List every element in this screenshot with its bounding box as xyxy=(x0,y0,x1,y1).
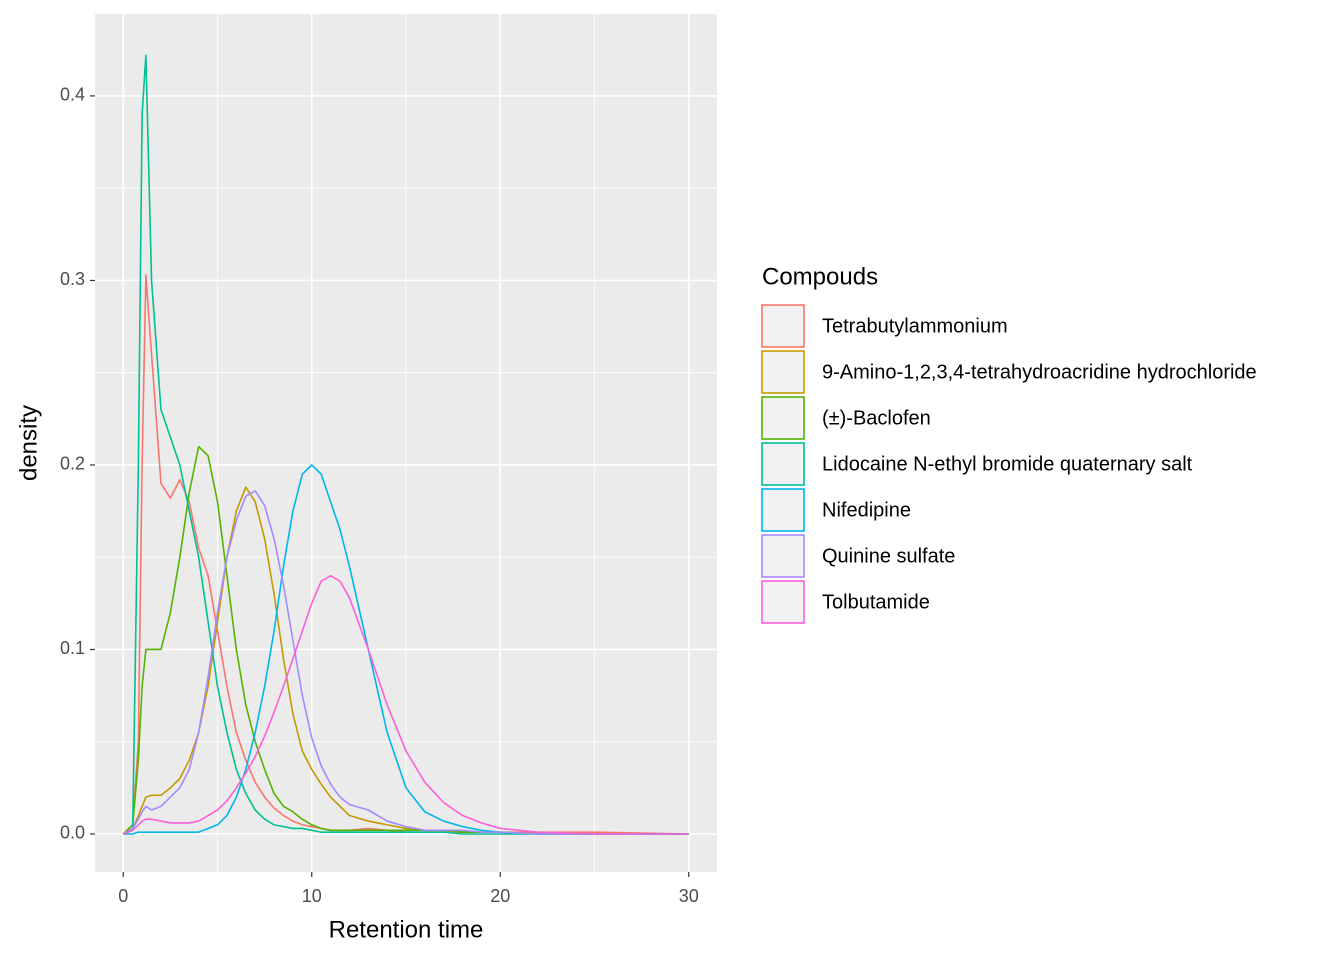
x-tick-label: 20 xyxy=(490,886,510,906)
legend-key xyxy=(761,442,805,486)
x-axis-title: Retention time xyxy=(329,916,484,943)
legend-label: Tolbutamide xyxy=(822,591,930,613)
legend-key xyxy=(761,304,805,348)
density-line xyxy=(123,464,689,835)
y-tick-label: 0.4 xyxy=(60,85,85,105)
lines xyxy=(122,54,689,835)
legend-label: Tetrabutylammonium xyxy=(822,315,1008,337)
legend-title: Compouds xyxy=(762,263,878,290)
y-tick-label: 0.2 xyxy=(60,454,85,474)
legend-label: Lidocaine N-ethyl bromide quaternary sal… xyxy=(822,453,1193,475)
density-line xyxy=(122,489,689,835)
y-axis-title: density xyxy=(15,405,42,481)
axes: 0 10 20 30 0.0 0.1 0.2 0.3 0.4 xyxy=(60,85,699,906)
legend-label: (±)-Baclofen xyxy=(822,407,931,429)
y-tick-label: 0.1 xyxy=(60,638,85,658)
legend-key xyxy=(761,396,805,440)
legend-key xyxy=(761,534,805,578)
legend-label: Nifedipine xyxy=(822,499,911,521)
legend-key xyxy=(761,350,805,394)
x-tick-label: 10 xyxy=(302,886,322,906)
legend-key xyxy=(761,580,805,624)
x-tick-label: 0 xyxy=(118,886,128,906)
legend-label: 9-Amino-1,2,3,4-tetrahydroacridine hydro… xyxy=(822,361,1257,383)
density-line xyxy=(122,54,689,835)
legend-label: Quinine sulfate xyxy=(822,545,955,567)
x-tick-label: 30 xyxy=(679,886,699,906)
y-tick-label: 0.3 xyxy=(60,269,85,289)
legend: Tetrabutylammonium 9-Amino-1,2,3,4-tetrah… xyxy=(761,304,1257,624)
y-tick-label: 0.0 xyxy=(60,823,85,843)
grid xyxy=(95,14,717,872)
density-line xyxy=(122,574,689,835)
legend-key xyxy=(761,488,805,532)
